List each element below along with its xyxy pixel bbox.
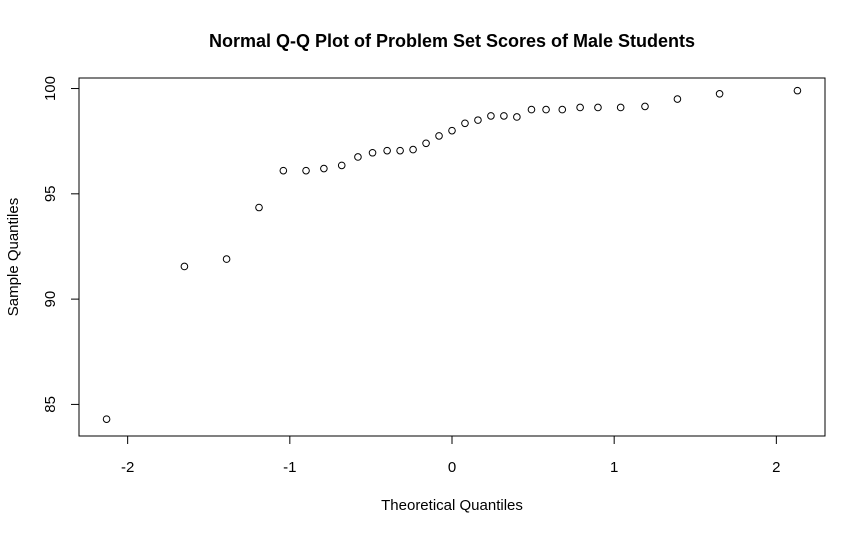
x-tick-label: 2 bbox=[772, 459, 780, 476]
x-tick-label: 0 bbox=[448, 459, 456, 476]
data-point bbox=[715, 89, 724, 98]
data-point bbox=[180, 262, 189, 271]
data-point bbox=[368, 148, 377, 157]
data-point bbox=[616, 103, 625, 112]
data-point bbox=[500, 112, 508, 120]
data-points bbox=[102, 86, 802, 423]
data-point bbox=[527, 105, 536, 114]
data-point bbox=[337, 161, 346, 170]
data-point bbox=[396, 146, 404, 155]
data-point bbox=[641, 102, 649, 111]
y-tick-label: 95 bbox=[42, 185, 59, 202]
chart-title: Normal Q-Q Plot of Problem Set Scores of… bbox=[209, 31, 695, 51]
data-point bbox=[576, 103, 584, 112]
y-axis-label: Sample Quantiles bbox=[5, 198, 22, 316]
data-point bbox=[487, 112, 495, 120]
data-point bbox=[793, 86, 802, 95]
plot-frame bbox=[78, 77, 826, 437]
data-point bbox=[320, 164, 328, 173]
y-tick-label: 100 bbox=[42, 76, 59, 101]
y-tick-label: 90 bbox=[42, 291, 59, 308]
x-tick-label: -2 bbox=[121, 459, 134, 476]
data-point bbox=[673, 95, 682, 103]
data-point bbox=[474, 116, 482, 124]
x-axis: -2 -1 0 1 2 bbox=[121, 435, 781, 476]
data-point bbox=[302, 166, 310, 175]
data-point bbox=[354, 153, 362, 161]
data-point bbox=[222, 255, 231, 263]
data-point bbox=[542, 105, 550, 114]
data-point bbox=[558, 105, 567, 114]
data-point bbox=[409, 145, 417, 154]
x-tick-label: 1 bbox=[610, 459, 618, 476]
data-point bbox=[513, 113, 521, 121]
x-axis-label: Theoretical Quantiles bbox=[381, 497, 523, 514]
data-point bbox=[279, 166, 288, 175]
y-tick-label: 85 bbox=[42, 396, 59, 413]
data-point bbox=[594, 103, 602, 112]
data-point bbox=[255, 203, 263, 212]
data-point bbox=[422, 139, 430, 148]
data-point bbox=[448, 126, 456, 135]
data-point bbox=[102, 415, 111, 423]
data-point bbox=[435, 132, 443, 140]
data-point bbox=[383, 146, 391, 155]
y-axis: 85 90 95 100 bbox=[42, 76, 80, 413]
x-tick-label: -1 bbox=[283, 459, 296, 476]
data-point bbox=[461, 119, 469, 128]
